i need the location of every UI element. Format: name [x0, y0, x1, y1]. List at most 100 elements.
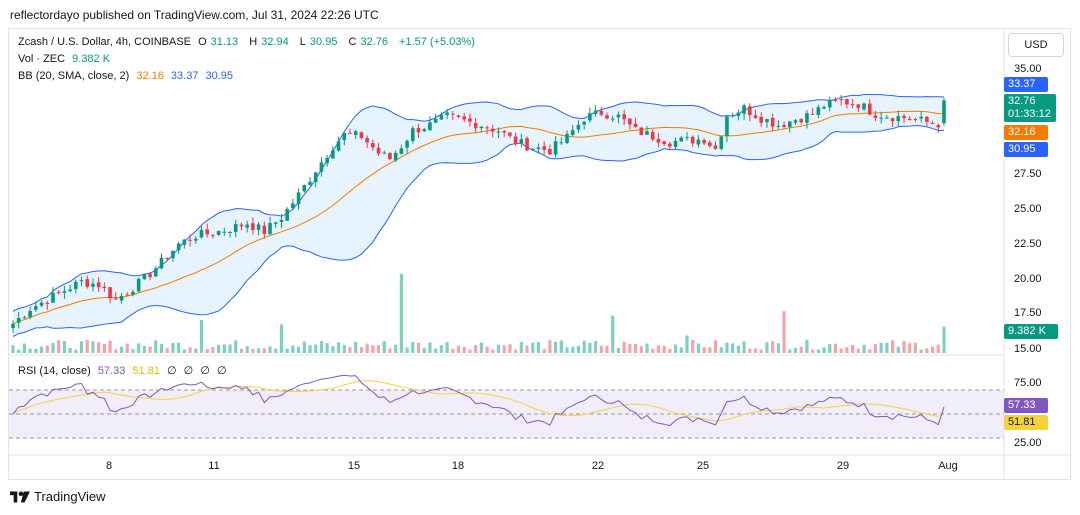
candle-body — [439, 114, 444, 120]
candle-body — [182, 239, 187, 245]
volume-bar — [925, 348, 929, 353]
volume-bar — [405, 347, 409, 353]
candle-body — [902, 115, 906, 119]
rsi-tick: 75.00 — [1014, 377, 1042, 389]
tradingview-icon — [10, 491, 30, 502]
bb-lower-tag: 30.95 — [1004, 142, 1048, 157]
bb-lower-value: 30.95 — [205, 70, 234, 82]
candle-body — [622, 114, 626, 120]
volume-bar — [274, 348, 278, 353]
volume-label: Vol · ZEC — [18, 53, 66, 65]
volume-bar — [154, 340, 158, 353]
candle-body — [79, 280, 84, 282]
candle-body — [805, 113, 809, 123]
volume-bar — [799, 346, 803, 353]
volume-bar — [930, 346, 935, 353]
candle-body — [256, 224, 261, 230]
rsi-extra-3: ∅ — [200, 365, 210, 377]
candle-body — [376, 147, 381, 154]
volume-bar — [879, 342, 883, 353]
candle-body — [296, 192, 301, 204]
bb-upper-tag: 33.37 — [1004, 77, 1048, 92]
candle-body — [490, 128, 495, 132]
volume-bar — [702, 347, 706, 353]
candle-body — [668, 143, 672, 147]
candle-body — [759, 116, 764, 123]
volume-bar — [936, 344, 940, 353]
candle-body — [782, 124, 786, 127]
volume-legend[interactable]: Vol · ZEC 9.382 K — [18, 53, 114, 65]
bb-legend[interactable]: BB (20, SMA, close, 2) 32.16 33.37 30.95 — [18, 70, 237, 82]
candle-body — [136, 278, 141, 292]
bb-basis-line — [12, 110, 945, 325]
volume-bar — [262, 348, 266, 353]
volume-bar — [599, 345, 603, 353]
candle-body — [502, 130, 507, 133]
chart-frame[interactable] — [8, 28, 1071, 480]
volume-bar — [679, 347, 683, 353]
candle-body — [913, 118, 918, 120]
candle-body — [353, 131, 358, 135]
tradingview-brand: TradingView — [34, 489, 106, 504]
candle-body — [576, 124, 581, 130]
volume-bar — [719, 347, 723, 353]
candle-body — [770, 117, 775, 127]
candle-body — [793, 120, 798, 123]
candle-body — [765, 119, 769, 123]
candle-body — [605, 115, 609, 119]
rsi-legend[interactable]: RSI (14, close) 57.33 51.81 ∅ ∅ ∅ ∅ — [18, 364, 231, 377]
volume-bar — [474, 345, 478, 353]
candle-body — [599, 110, 604, 115]
candle-body — [702, 139, 706, 144]
volume-bar — [868, 349, 872, 353]
candle-body — [325, 157, 329, 164]
candle-body — [336, 141, 341, 151]
volume-bar — [496, 344, 501, 353]
volume-bar — [194, 348, 198, 353]
candle-body — [896, 116, 901, 122]
date-tick: 15 — [347, 460, 361, 472]
volume-bar — [131, 349, 135, 353]
volume-bar — [576, 345, 581, 353]
volume-bar — [34, 348, 38, 353]
candle-body — [610, 118, 615, 120]
volume-bar — [468, 349, 472, 353]
volume-bar — [822, 347, 826, 353]
volume-bar — [137, 343, 141, 353]
candle-body — [34, 306, 38, 310]
publisher-line: reflectordayo published on TradingView.c… — [10, 8, 379, 22]
rsi-tick: 25.00 — [1014, 437, 1042, 449]
volume-bar — [919, 349, 923, 353]
volume-bar — [908, 343, 912, 353]
candle-body — [508, 132, 512, 136]
currency-button[interactable]: USD — [1008, 33, 1064, 57]
candle-body — [690, 136, 695, 144]
candle-body — [445, 112, 449, 116]
candle-body — [850, 104, 855, 106]
candle-body — [193, 238, 198, 241]
ohlc-open: O 31.13 — [198, 36, 239, 48]
volume-bar — [319, 340, 324, 353]
candle-body — [416, 128, 421, 133]
candle-body — [205, 229, 209, 235]
candle-body — [468, 118, 472, 122]
volume-bar — [788, 349, 792, 353]
candle-body — [108, 287, 112, 299]
volume-bar — [765, 342, 769, 353]
candle-body — [696, 139, 701, 145]
volume-bar — [399, 273, 403, 353]
date-tick: Aug — [938, 460, 958, 472]
volume-bar — [422, 347, 426, 353]
volume-bar — [68, 348, 72, 353]
rsi-ma-value: 51.81 — [132, 365, 160, 377]
volume-bar — [942, 326, 946, 353]
candle-body — [827, 99, 832, 108]
symbol-legend[interactable]: Zcash / U.S. Dollar, 4h, COINBASE O 31.13… — [18, 36, 479, 48]
volume-bar — [508, 344, 512, 353]
tradingview-logo[interactable]: TradingView — [10, 489, 106, 504]
candle-body — [565, 133, 569, 144]
rsi-extra-2: ∅ — [183, 365, 194, 377]
candle-body — [176, 243, 181, 251]
volume-bar — [62, 341, 67, 353]
